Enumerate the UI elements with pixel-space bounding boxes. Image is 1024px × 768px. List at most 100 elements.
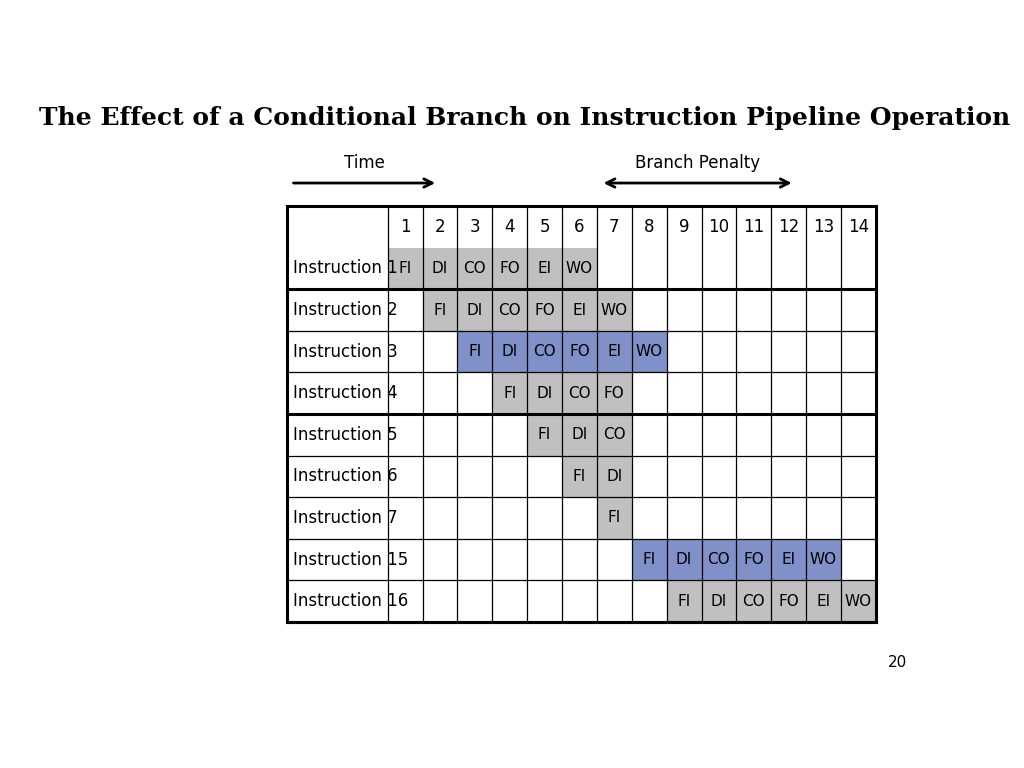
Bar xyxy=(287,539,388,581)
Bar xyxy=(388,497,423,539)
Bar xyxy=(388,539,423,581)
Text: Instruction 3: Instruction 3 xyxy=(293,343,398,361)
Bar xyxy=(388,290,423,331)
Bar xyxy=(841,331,876,372)
Bar xyxy=(562,455,597,497)
Bar xyxy=(841,290,876,331)
Text: 8: 8 xyxy=(644,218,654,236)
Bar xyxy=(597,539,632,581)
Bar xyxy=(771,206,806,248)
Bar xyxy=(736,290,771,331)
Text: Instruction 4: Instruction 4 xyxy=(293,384,397,402)
Bar xyxy=(667,414,701,455)
Bar xyxy=(736,497,771,539)
Bar xyxy=(493,414,527,455)
Text: FI: FI xyxy=(503,386,516,401)
Text: 4: 4 xyxy=(505,218,515,236)
Bar xyxy=(493,248,527,290)
Bar xyxy=(771,290,806,331)
Bar xyxy=(562,290,597,331)
Bar xyxy=(597,497,632,539)
Bar xyxy=(458,539,493,581)
Bar xyxy=(423,372,458,414)
Bar xyxy=(458,331,493,372)
Text: CO: CO xyxy=(708,552,730,567)
Bar xyxy=(701,455,736,497)
Text: WO: WO xyxy=(636,344,663,359)
Bar xyxy=(493,539,527,581)
Text: CO: CO xyxy=(603,427,626,442)
Bar xyxy=(771,581,806,622)
Text: Instruction 1: Instruction 1 xyxy=(293,260,398,277)
Bar xyxy=(701,372,736,414)
Bar xyxy=(806,581,841,622)
Bar xyxy=(423,290,458,331)
Text: Instruction 5: Instruction 5 xyxy=(293,425,397,444)
Bar xyxy=(527,497,562,539)
Bar xyxy=(841,539,876,581)
Bar xyxy=(771,497,806,539)
Text: FI: FI xyxy=(678,594,690,608)
Bar xyxy=(667,248,701,290)
Text: 6: 6 xyxy=(574,218,585,236)
Text: WO: WO xyxy=(601,303,628,318)
Text: FO: FO xyxy=(604,386,625,401)
Bar xyxy=(701,290,736,331)
Text: 5: 5 xyxy=(540,218,550,236)
Bar xyxy=(632,497,667,539)
Bar xyxy=(841,581,876,622)
Text: 10: 10 xyxy=(709,218,729,236)
Bar xyxy=(701,539,736,581)
Bar xyxy=(806,497,841,539)
Bar xyxy=(527,290,562,331)
Bar xyxy=(771,372,806,414)
Bar xyxy=(667,539,701,581)
Text: EI: EI xyxy=(538,261,552,276)
Text: WO: WO xyxy=(845,594,872,608)
Text: FI: FI xyxy=(607,511,621,525)
Text: FO: FO xyxy=(778,594,799,608)
Bar xyxy=(423,455,458,497)
Bar xyxy=(771,331,806,372)
Bar xyxy=(597,248,632,290)
Text: DI: DI xyxy=(467,303,483,318)
Text: FO: FO xyxy=(743,552,764,567)
Text: FO: FO xyxy=(500,261,520,276)
Bar xyxy=(667,290,701,331)
Bar xyxy=(423,497,458,539)
Text: CO: CO xyxy=(464,261,486,276)
Bar xyxy=(388,372,423,414)
Bar xyxy=(771,455,806,497)
Bar xyxy=(841,372,876,414)
Bar xyxy=(423,248,458,290)
Bar xyxy=(806,372,841,414)
Bar xyxy=(806,206,841,248)
Text: Instruction 6: Instruction 6 xyxy=(293,468,397,485)
Bar xyxy=(632,331,667,372)
Text: Instruction 2: Instruction 2 xyxy=(293,301,398,319)
Bar xyxy=(458,497,493,539)
Bar xyxy=(667,455,701,497)
Bar xyxy=(632,414,667,455)
Text: 20: 20 xyxy=(888,654,907,670)
Bar xyxy=(632,581,667,622)
Bar xyxy=(736,248,771,290)
Bar xyxy=(527,539,562,581)
Bar xyxy=(597,372,632,414)
Bar xyxy=(806,414,841,455)
Text: CO: CO xyxy=(742,594,765,608)
Bar xyxy=(701,248,736,290)
Text: DI: DI xyxy=(537,386,553,401)
Text: FI: FI xyxy=(398,261,412,276)
Text: FI: FI xyxy=(433,303,446,318)
Bar xyxy=(388,414,423,455)
Bar xyxy=(493,581,527,622)
Bar xyxy=(562,414,597,455)
Bar xyxy=(287,414,388,455)
Bar xyxy=(667,372,701,414)
Bar xyxy=(632,290,667,331)
Text: WO: WO xyxy=(566,261,593,276)
Text: EI: EI xyxy=(572,303,587,318)
Bar xyxy=(527,372,562,414)
Bar xyxy=(493,497,527,539)
